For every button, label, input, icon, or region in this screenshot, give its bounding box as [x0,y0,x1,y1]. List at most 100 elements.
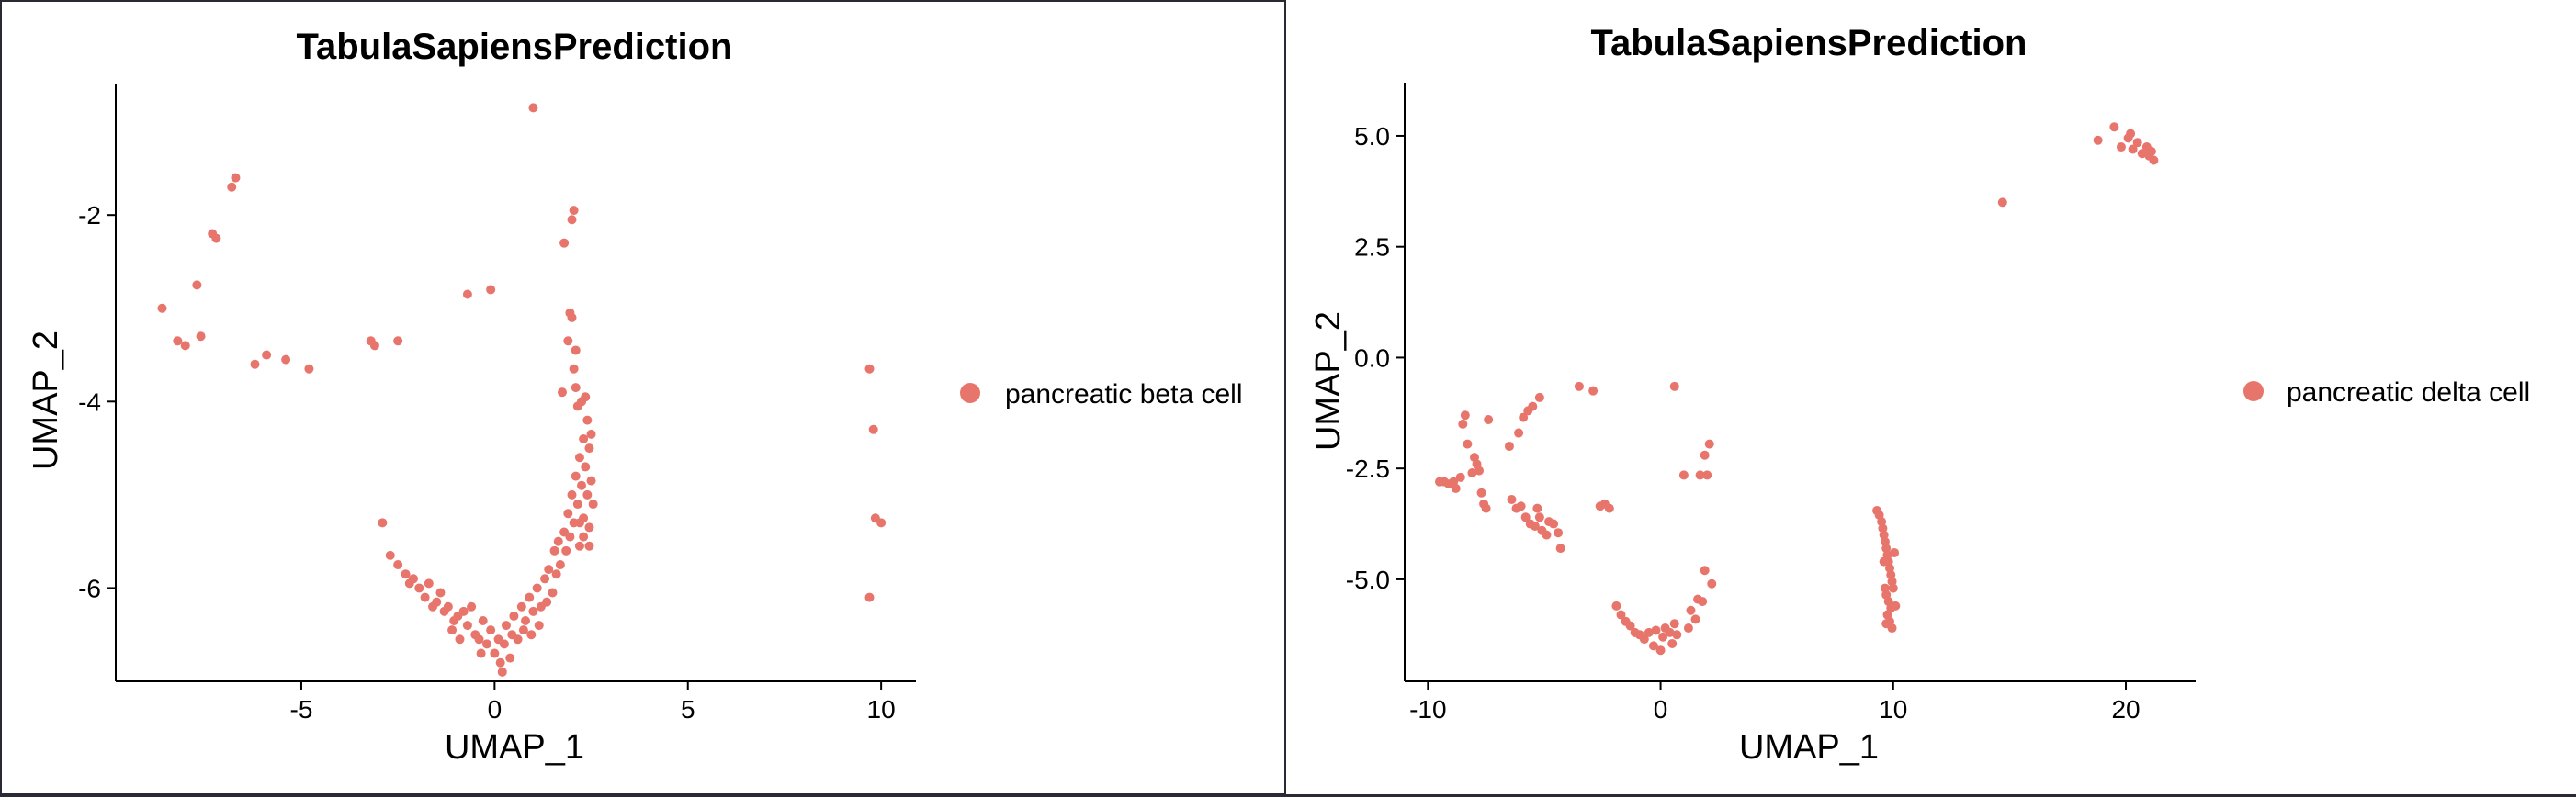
chart-title: TabulaSapiensPrediction [297,27,733,67]
scatter-point [513,634,523,645]
scatter-point [462,621,472,631]
axes: -5 0 5 10 -6 -4 -2 [78,84,916,724]
scatter-point [1451,483,1461,493]
scatter-point [401,569,411,579]
scatter-point [569,206,579,216]
scatter-point [1686,605,1696,615]
scatter-point [2126,129,2136,139]
x-tick-label: 0 [488,695,503,724]
scatter-point [369,341,379,351]
scatter-point [1555,544,1565,554]
scatter-point [462,289,472,299]
bottom-border [0,794,2576,797]
scatter-point [569,364,579,374]
scatter-point [521,615,531,625]
scatter-point [414,583,424,593]
scatter-point [1879,556,1889,567]
scatter-point [565,532,575,542]
scatter-point [1507,494,1517,504]
y-tick-label: -2 [78,201,101,230]
scatter-point [1707,578,1717,589]
scatter-point [581,392,591,402]
scatter-point [1463,439,1473,449]
scatter-point [525,592,535,602]
scatter-point [1474,466,1485,476]
scatter-point [561,545,571,556]
scatter-point [584,522,594,533]
axes: -10 0 10 20 -5.0 -2.5 0.0 2.5 5.0 [1346,83,2196,724]
scatter-point [1554,528,1564,538]
chart-panel-beta: TabulaSapiensPrediction UMAP_1 UMAP_2 -5… [27,27,1243,767]
scatter-point [581,462,591,472]
scatter-point [393,560,403,570]
scatter-point [1574,381,1584,391]
scatter-point [582,415,593,425]
scatter-point [509,611,519,621]
scatter-point [231,173,241,183]
scatter-point [501,621,511,631]
x-axis-label: UMAP_1 [445,728,584,767]
scatter-point [555,560,565,570]
scatter-point [1702,470,1712,480]
scatter-point [876,518,887,528]
scatter-point [481,639,491,649]
scatter-point [1683,623,1693,634]
scatter-point [1604,503,1614,513]
scatter-point [192,280,202,290]
scatter-point [1700,450,1710,460]
scatter-point [467,601,477,612]
scatter-point [455,634,465,645]
chart-title: TabulaSapiensPrediction [1591,23,2028,63]
scatter-point [458,606,469,616]
scatter-point [1625,621,1635,631]
scatter-point [2132,138,2142,148]
scatter-point [551,569,561,579]
scatter-point [211,233,221,243]
scatter-point [559,238,570,248]
scatter-point [579,433,589,443]
scatter-point [1639,634,1649,645]
scatter-point [173,336,183,346]
y-axis-label: UMAP_2 [1309,311,1348,451]
scatter-point [385,550,395,560]
scatter-point [1704,439,1714,449]
scatter-point [2109,122,2119,132]
scatter-point [2137,149,2147,159]
scatter-point [549,545,559,556]
y-tick-label: -5.0 [1346,566,1390,594]
scatter-point [495,657,505,668]
chart-panel-delta: TabulaSapiensPrediction UMAP_1 UMAP_2 -1… [1309,23,2530,767]
scatter-point [1655,645,1666,656]
scatter-points [157,103,887,677]
scatter-point [586,429,596,439]
scatter-point [2149,155,2159,165]
scatter-point [157,303,167,313]
scatter-point [548,588,558,598]
scatter-point [432,597,442,607]
scatter-point [393,336,403,346]
x-tick-label: -5 [290,695,313,724]
scatter-point [1588,386,1599,396]
scatter-point [1690,614,1700,624]
scatter-point [528,103,538,113]
scatter-point [1665,627,1675,637]
scatter-point [526,630,537,640]
x-tick-label: 20 [2111,695,2140,724]
scatter-point [565,308,575,318]
scatter-point [1530,521,1540,531]
scatter-point [1658,632,1668,642]
scatter-point [424,578,434,589]
x-tick-label: -10 [1409,695,1446,724]
scatter-point [534,621,544,631]
scatter-point [567,215,577,225]
scatter-point [563,336,573,346]
scatter-point [1678,470,1689,480]
scatter-point [378,518,388,528]
scatter-point [1484,415,1494,425]
x-axis-label: UMAP_1 [1739,728,1879,767]
scatter-point [542,597,552,607]
legend-label: pancreatic beta cell [1005,379,1243,410]
scatter-point [443,601,453,612]
x-tick-label: 10 [867,695,896,724]
scatter-point [518,625,528,635]
